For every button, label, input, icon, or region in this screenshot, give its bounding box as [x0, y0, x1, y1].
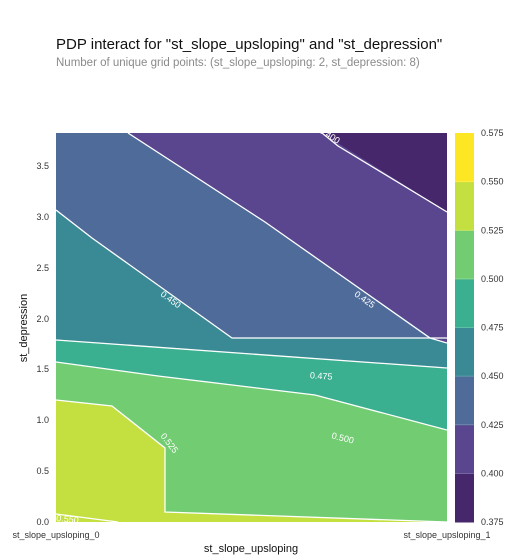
y-tick-label: 0.0 — [36, 517, 49, 527]
colorbar-tick-label: 0.475 — [481, 323, 504, 333]
contour-label-0.475: 0.475 — [310, 370, 333, 382]
colorbar-tick-label: 0.550 — [481, 177, 504, 187]
contour-line-0.500 — [56, 361, 447, 431]
contour-line-0.475 — [56, 339, 447, 369]
colorbar-tick-label: 0.450 — [481, 371, 504, 381]
band-0.400-0.425 — [128, 133, 447, 343]
y-axis-label: st_depression — [18, 294, 30, 363]
y-tick-label: 0.5 — [36, 466, 49, 476]
contour-line-0.550 — [56, 513, 119, 522]
colorbar-segment — [455, 473, 474, 523]
contour-line-0.400 — [321, 133, 447, 213]
x-axis: st_slope_upsloping_0 st_slope_upsloping_… — [12, 530, 490, 540]
y-axis: 0.0 0.5 1.0 1.5 2.0 2.5 3.0 3.5 — [36, 161, 49, 527]
contour-line-0.450 — [56, 209, 447, 339]
colorbar-segment — [455, 278, 474, 328]
colorbar-segment — [455, 327, 474, 377]
colorbar-tick-label: 0.500 — [481, 274, 504, 284]
chart-title: PDP interact for "st_slope_upsloping" an… — [56, 36, 443, 53]
chart-subtitle: Number of unique grid points: (st_slope_… — [56, 57, 420, 69]
contour-line-0.425 — [127, 133, 447, 344]
contour-label-0.550: 0.550 — [56, 513, 79, 525]
colorbar-tick-label: 0.400 — [481, 468, 504, 478]
band-0.375-0.400 — [322, 133, 447, 212]
colorbar-segment — [455, 424, 474, 474]
contour-line-0.525 — [56, 399, 447, 522]
colorbar-tick-label: 0.425 — [481, 420, 504, 430]
colorbar-segment — [455, 133, 474, 183]
y-tick-label: 2.5 — [36, 263, 49, 273]
colorbar-segment — [455, 230, 474, 280]
colorbar-segment — [455, 181, 474, 231]
y-tick-label: 3.5 — [36, 161, 49, 171]
x-tick-label: st_slope_upsloping_1 — [403, 530, 490, 540]
y-tick-label: 2.0 — [36, 314, 49, 324]
colorbar-tick-label: 0.375 — [481, 517, 504, 527]
colorbar-segment — [455, 376, 474, 426]
x-tick-label: st_slope_upsloping_0 — [12, 530, 99, 540]
y-tick-label: 1.5 — [36, 364, 49, 374]
x-axis-label: st_slope_upsloping — [204, 543, 298, 555]
y-tick-label: 3.0 — [36, 212, 49, 222]
colorbar-tick-label: 0.525 — [481, 225, 504, 235]
colorbar: 0.375 0.400 0.425 0.450 0.475 0.500 0.525 0.550… — [455, 128, 504, 527]
colorbar-tick-label: 0.575 — [481, 128, 504, 138]
y-tick-label: 1.0 — [36, 415, 49, 425]
